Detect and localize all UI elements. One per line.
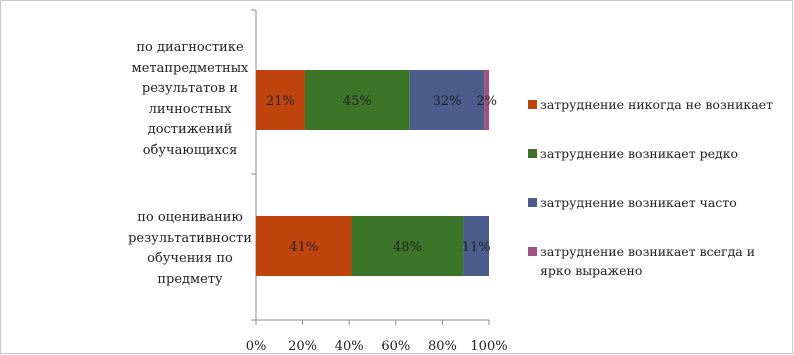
bar-segment — [351, 216, 464, 276]
legend-label-often: затруднение возникает часто — [540, 195, 737, 210]
bar-segment — [484, 70, 489, 130]
legend-label-never: затруднение никогда не возникает — [540, 97, 773, 112]
data-label: 45% — [343, 94, 372, 109]
bar-segment — [304, 70, 410, 130]
data-label: 41% — [289, 240, 318, 255]
bar-segment — [256, 70, 305, 130]
legend-item-often: затруднение возникает часто — [528, 193, 737, 212]
x-tick-label: 80% — [428, 339, 457, 354]
category-label-assessment: по оцениванию результативности обучения … — [128, 210, 252, 287]
legend-label-rarely: затруднение возникает редко — [540, 146, 739, 161]
legend-swatch-always — [528, 247, 537, 256]
data-label: 2% — [476, 94, 497, 109]
legend-item-rarely: затруднение возникает редко — [528, 144, 738, 163]
x-tick-label: 60% — [381, 339, 410, 354]
legend-swatch-never — [528, 100, 537, 109]
data-label: 11% — [462, 240, 491, 255]
x-tick-label: 100% — [470, 339, 507, 354]
legend-item-always: затруднение возникает всегда и ярко выра… — [528, 242, 758, 280]
x-tick-label: 0% — [246, 339, 267, 354]
x-tick-label: 20% — [288, 339, 317, 354]
legend-item-never: затруднение никогда не возникает — [528, 95, 773, 114]
legend-swatch-rarely — [528, 149, 537, 158]
x-tick-label: 40% — [335, 339, 364, 354]
bar-segment — [463, 216, 489, 276]
category-label-diagnostics: по диагностике метапредметных результато… — [131, 40, 249, 158]
bar-segment — [409, 70, 485, 130]
data-label: 48% — [393, 240, 422, 255]
data-label: 32% — [433, 94, 462, 109]
legend-swatch-often — [528, 198, 537, 207]
data-label: 21% — [266, 94, 295, 109]
legend-label-always: затруднение возникает всегда и ярко выра… — [540, 244, 756, 278]
bar-segment — [256, 216, 352, 276]
